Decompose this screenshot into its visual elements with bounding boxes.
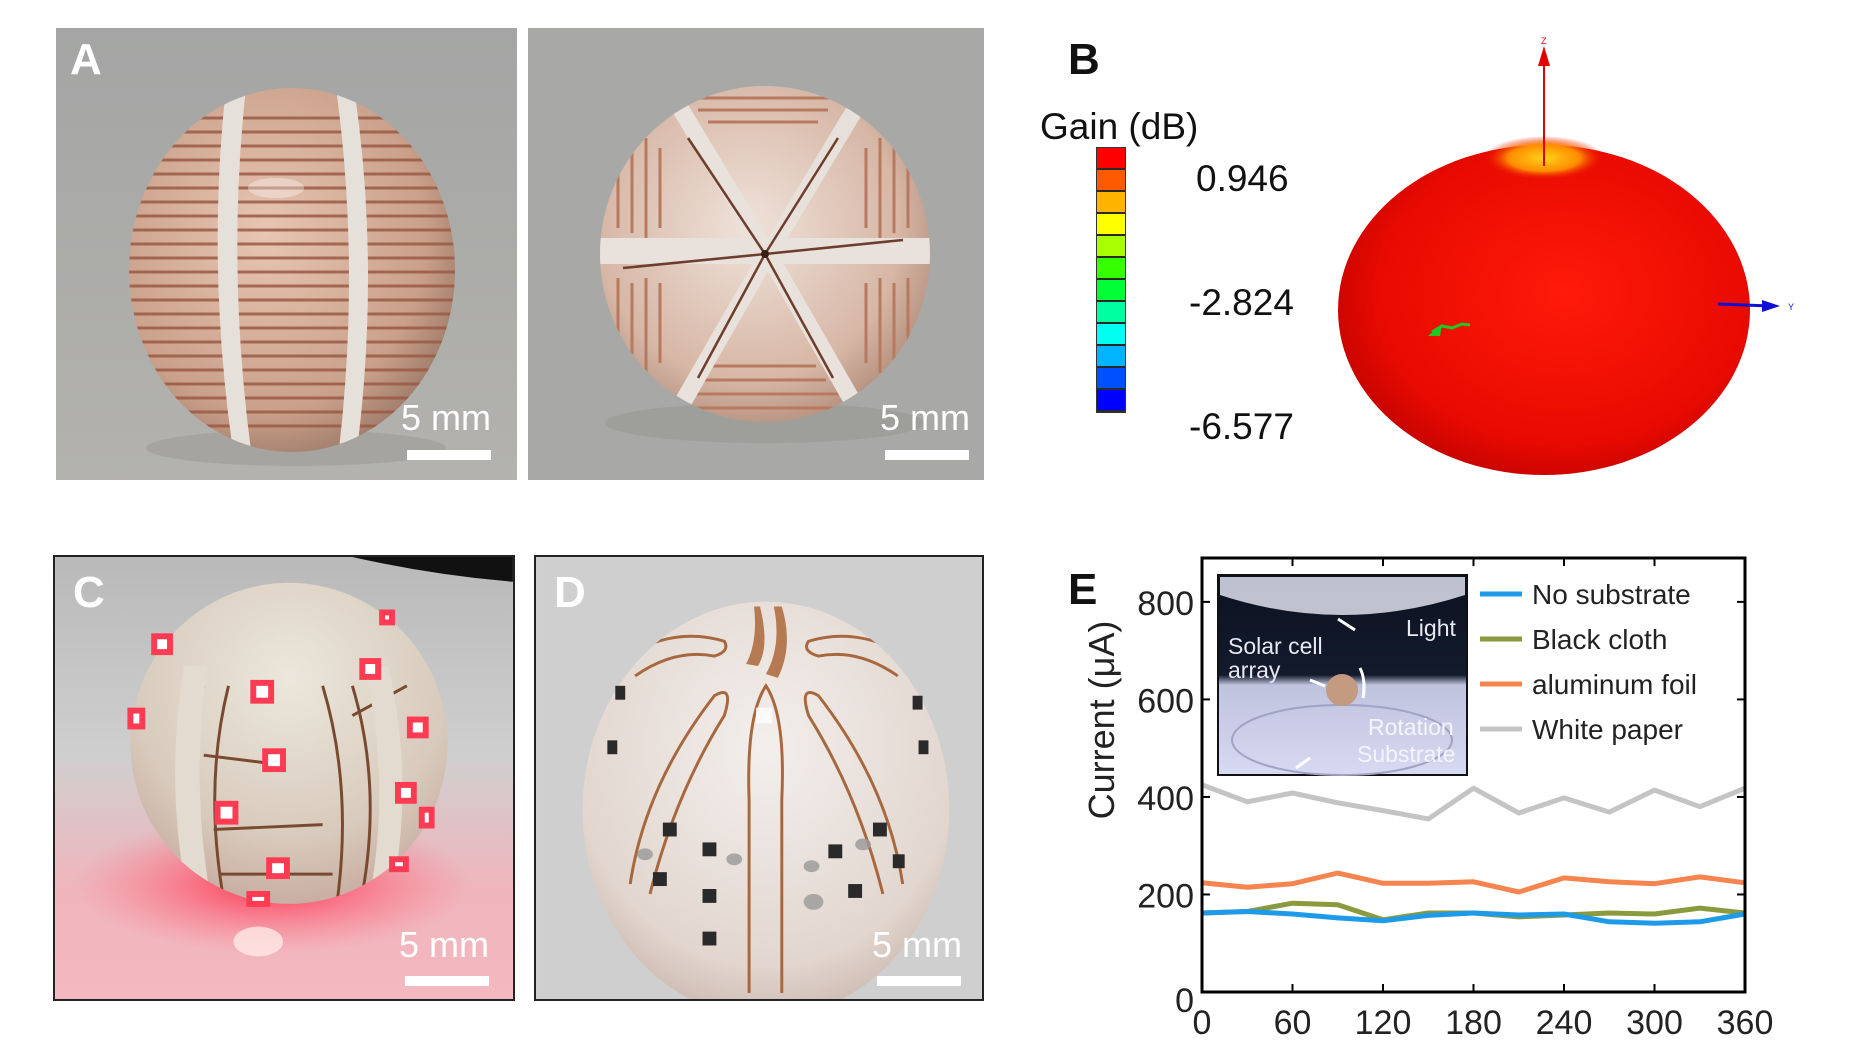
led-array (127, 609, 435, 907)
x-tick-label: 360 (1717, 1004, 1774, 1042)
colorbar-title: Gain (dB) (1040, 106, 1199, 147)
colorbar-cell (1097, 258, 1125, 280)
legend-label: White paper (1532, 714, 1683, 745)
panel-label-d: D (554, 568, 586, 617)
x-tick-label: 60 (1274, 1004, 1312, 1042)
x-tick-label: 300 (1626, 1004, 1683, 1042)
colorbar-tick-max: 0.946 (1196, 158, 1289, 199)
scale-bar (405, 976, 489, 986)
inset-label-substrate: Substrate (1357, 741, 1455, 767)
gain-lobe (1338, 145, 1750, 475)
inset-photo: Light Solar cell array Rotation Substrat… (1217, 574, 1468, 776)
spherical-antenna-ball-radial (528, 28, 984, 480)
y-tick-label: 400 (1137, 780, 1194, 818)
y-axis-label: Current (μA) (1081, 621, 1122, 820)
current-vs-angle-chart: 0 60 120 180 240 300 360 0 200 400 600 800 Current … (1081, 556, 1774, 1042)
scale-bar (407, 450, 491, 460)
y-tick-label: 800 (1137, 585, 1194, 623)
legend: No substrate Black cloth aluminum foil Whit… (1480, 579, 1697, 745)
legend-label: aluminum foil (1532, 669, 1697, 700)
x-tick-label: 180 (1445, 1004, 1502, 1042)
panel-label-c: C (73, 568, 105, 617)
colorbar-tick-min: -6.577 (1189, 406, 1294, 447)
colorbar-cell (1097, 148, 1125, 170)
colorbar-cell (1097, 302, 1125, 324)
panel-label-b: B (1068, 35, 1100, 84)
y-axis-label: Y (1788, 302, 1794, 312)
scale-bar (885, 450, 969, 460)
solar-cell-ball (536, 557, 982, 999)
colorbar-cell (1097, 346, 1125, 368)
colorbar-tick-mid: -2.824 (1189, 282, 1294, 323)
legend-label: Black cloth (1532, 624, 1667, 655)
y-tick-label: 200 (1137, 877, 1194, 915)
scale-bar-label: 5 mm (399, 924, 489, 965)
inset-label-light: Light (1406, 615, 1456, 641)
colorbar-cell (1097, 170, 1125, 192)
inset-label-rotation: Rotation (1368, 714, 1454, 740)
solar-cell-array (607, 685, 929, 946)
panel-label-a: A (70, 35, 102, 84)
x-tick-label: 240 (1536, 1004, 1593, 1042)
series-line-white-paper (1201, 782, 1746, 822)
z-axis-arrow (1538, 46, 1550, 166)
scale-bar (877, 976, 961, 986)
radiation-pattern-3d: Z Y (1338, 36, 1794, 475)
y-tick-label: 600 (1137, 682, 1194, 720)
spherical-antenna-ball-striped (56, 28, 517, 480)
colorbar-cell (1097, 280, 1125, 302)
legend-label: No substrate (1532, 579, 1691, 610)
x-tick-label: 120 (1355, 1004, 1412, 1042)
panel-c-photo: C 5 mm (53, 555, 515, 1001)
series-line-no-substrate (1201, 909, 1746, 926)
scale-bar-label: 5 mm (872, 924, 962, 965)
colorbar-cell (1097, 390, 1125, 412)
z-axis-label: Z (1541, 36, 1547, 46)
y-tick-label: 0 (1175, 982, 1194, 1020)
series-line-aluminum-foil (1201, 870, 1746, 895)
colorbar-cell (1097, 236, 1125, 258)
colorbar-cell (1097, 324, 1125, 346)
x-tick-label: 0 (1193, 1004, 1212, 1042)
colorbar-cell (1097, 368, 1125, 390)
colorbar-cell (1097, 192, 1125, 214)
inset-label-solar-cell: Solar cell (1228, 633, 1323, 659)
y-axis-arrow (1717, 300, 1780, 312)
gain-colorbar (1096, 147, 1126, 413)
led-ball (55, 557, 513, 999)
panel-a-photo-left: A 5 mm (56, 28, 517, 480)
x-axis-arrow (1428, 322, 1471, 336)
panel-label-e: E (1068, 565, 1098, 614)
panel-d-photo: D 5 mm (534, 555, 984, 1001)
colorbar-cell (1097, 214, 1125, 236)
inset-label-array: array (1228, 657, 1281, 683)
panel-a-photo-right: 5 mm (528, 28, 984, 480)
scale-bar-label: 5 mm (880, 397, 970, 438)
scale-bar-label: 5 mm (401, 397, 491, 438)
